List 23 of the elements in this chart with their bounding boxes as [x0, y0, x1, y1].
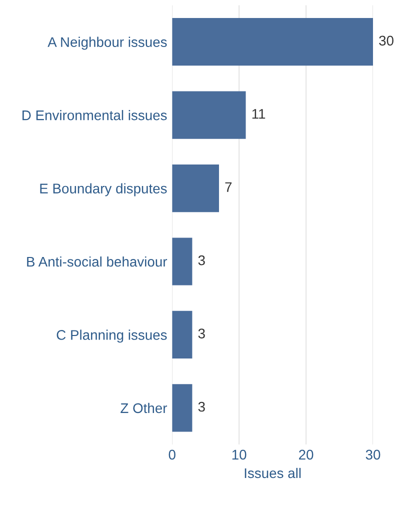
- data-label: 3: [198, 402, 205, 412]
- bar: [172, 18, 374, 66]
- bar: [172, 164, 219, 212]
- y-tick-label: E Boundary disputes: [40, 183, 167, 196]
- bar: [172, 91, 246, 139]
- x-tick-label: 20: [299, 450, 314, 460]
- data-label: 11: [252, 109, 266, 119]
- x-tick-label: 30: [366, 450, 380, 460]
- y-tick-label: A Neighbour issues: [48, 36, 167, 50]
- y-tick-label: C Planning issues: [56, 330, 167, 343]
- bar: [172, 384, 192, 432]
- bar: [172, 238, 192, 286]
- data-label: 7: [225, 182, 232, 192]
- x-tick-label: 0: [168, 450, 176, 460]
- data-label: 3: [198, 255, 205, 266]
- bar: [172, 310, 192, 359]
- y-tick-label: D Environmental issues: [22, 110, 167, 120]
- y-tick-label: B Anti-social behaviour: [27, 256, 168, 267]
- data-label: 3: [198, 328, 205, 338]
- data-label: 30: [379, 36, 394, 46]
- x-axis-title: Issues all: [244, 468, 301, 478]
- y-tick-label: Z Other: [120, 402, 168, 414]
- x-tick-label: 10: [232, 450, 246, 460]
